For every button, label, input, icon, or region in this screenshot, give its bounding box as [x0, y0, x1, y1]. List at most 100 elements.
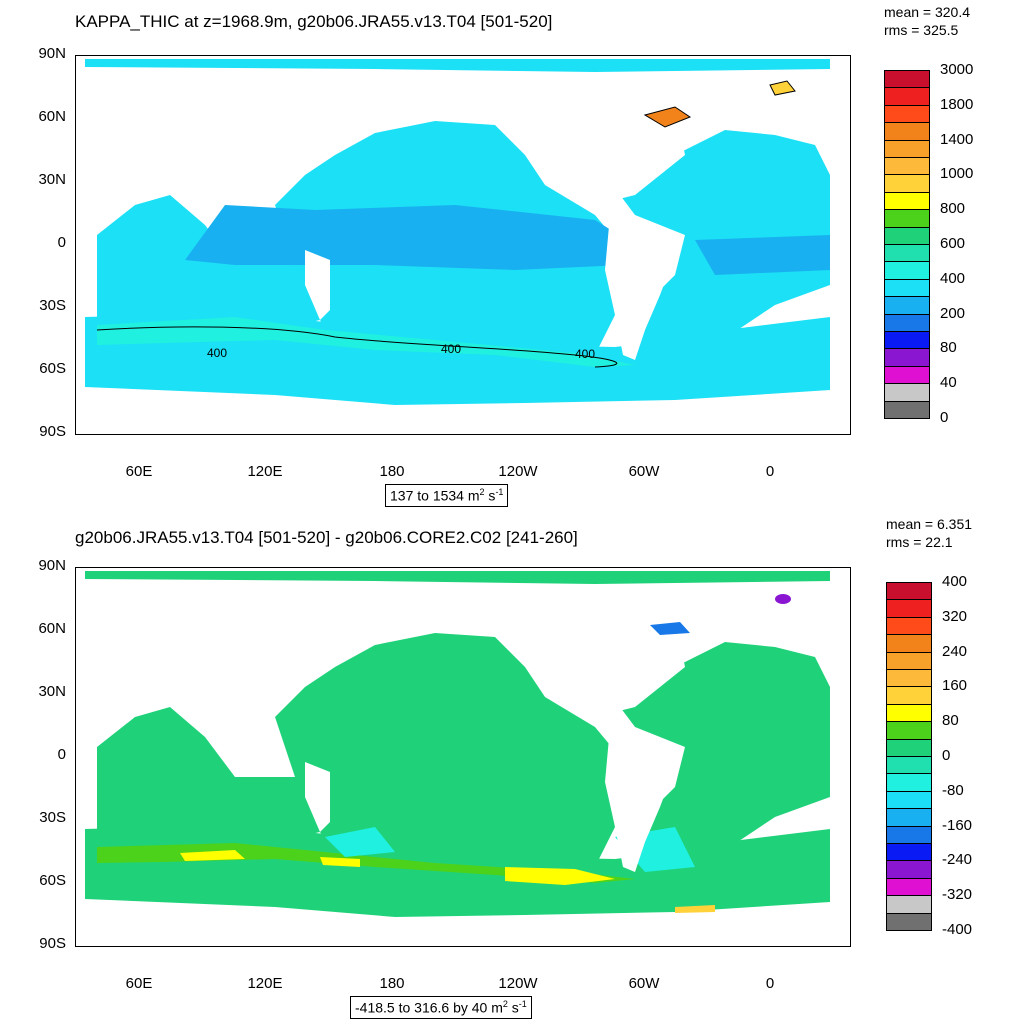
colorbar-label: 240 — [942, 642, 968, 660]
colorbar-swatch — [884, 365, 930, 385]
bottom-mean: mean = 6.351 — [886, 516, 973, 532]
colorbar-swatch — [886, 808, 932, 827]
bottom-africa — [75, 617, 115, 757]
bottom-atlantic-hotspot — [675, 905, 715, 913]
bottom-arctic-ocean — [85, 571, 830, 584]
colorbar-swatch — [886, 843, 932, 862]
bottom-lat-label: 90N — [38, 557, 66, 574]
bottom-lon-label: 120W — [498, 975, 538, 992]
colorbar-swatch — [884, 278, 930, 298]
colorbar-swatch — [884, 348, 930, 367]
colorbar-swatch — [884, 104, 930, 124]
bottom-range-units-mid: s — [507, 999, 519, 1016]
top-range-text: 137 to 1534 — [390, 487, 464, 504]
top-antarctic-circumpolar-band — [97, 317, 635, 367]
colorbar-swatch — [886, 895, 932, 914]
bottom-lat-label: 90S — [39, 935, 66, 952]
top-lat-label: 60S — [39, 360, 66, 377]
bottom-australia — [305, 762, 330, 832]
bottom-rms: rms = 22.1 — [886, 534, 953, 550]
colorbar-swatch — [884, 226, 930, 245]
colorbar-label: -80 — [942, 781, 964, 799]
bottom-lon-label: 180 — [379, 975, 405, 992]
top-south-america — [605, 215, 675, 360]
bottom-map-frame — [75, 567, 851, 947]
colorbar-label: 1400 — [940, 130, 974, 148]
colorbar-swatch — [886, 651, 932, 670]
top-range-units: m — [467, 487, 480, 504]
bottom-panel-title: g20b06.JRA55.v13.T04 [501-520] - g20b06.… — [75, 528, 578, 547]
colorbar-swatch — [884, 122, 930, 141]
bottom-lon-label: 60E — [125, 975, 153, 992]
bottom-south-america — [605, 727, 675, 872]
bottom-lon-label: 60W — [628, 975, 660, 992]
bottom-lon-label: 120E — [247, 975, 283, 992]
colorbar-label: -320 — [942, 886, 973, 904]
top-panel: KAPPA_THIC at z=1968.9m, g20b06.JRA55.v1… — [38, 4, 974, 507]
bottom-south-pacific-cyan — [325, 827, 395, 857]
colorbar-label: 160 — [942, 677, 968, 695]
colorbar-swatch — [884, 331, 930, 350]
top-contour-label-3: 400 — [575, 347, 595, 361]
top-lat-label: 30S — [39, 297, 66, 314]
bottom-lat-label: 30N — [38, 683, 66, 700]
colorbar-swatch — [884, 296, 930, 315]
colorbar-swatch — [884, 191, 930, 211]
colorbar-label: 80 — [940, 339, 957, 357]
top-contour-400 — [96, 326, 618, 368]
top-nordic-hotspot — [769, 80, 796, 96]
colorbar-label: 200 — [940, 304, 966, 322]
colorbar-swatch — [886, 582, 932, 601]
bottom-lon-label: 0 — [765, 975, 775, 992]
bottom-colorbar — [886, 582, 932, 931]
top-map-frame — [75, 55, 851, 435]
top-rms: rms = 325.5 — [884, 22, 959, 38]
bottom-indian-hotspot — [180, 850, 245, 861]
bottom-southern-hotspot — [505, 867, 615, 885]
colorbar-swatch — [884, 87, 930, 106]
top-lon-label: 180 — [379, 463, 405, 480]
top-lon-label: 120E — [247, 463, 283, 480]
bottom-greenland-blue — [650, 622, 690, 635]
bottom-range-units-exp2: -1 — [518, 999, 527, 1009]
colorbar-label: 320 — [942, 607, 968, 625]
colorbar-swatch — [886, 756, 932, 775]
colorbar-swatch — [886, 721, 932, 740]
top-map: 400 400 400 — [75, 55, 851, 435]
colorbar-swatch — [884, 383, 930, 402]
colorbar-label: 80 — [942, 712, 959, 730]
bottom-asia — [145, 607, 285, 712]
top-lat-label: 30N — [38, 171, 66, 188]
top-australia — [305, 250, 330, 320]
bottom-range-units-exp1: 2 — [502, 999, 508, 1009]
top-lat-label: 90N — [38, 45, 66, 62]
bottom-atlantic-ocean — [620, 642, 830, 887]
bottom-panel: g20b06.JRA55.v13.T04 [501-520] - g20b06.… — [0, 512, 1024, 1024]
top-arctic-ocean — [85, 59, 830, 72]
colorbar-label: -400 — [942, 921, 973, 938]
colorbar-label: 800 — [940, 200, 966, 218]
colorbar-swatch — [886, 703, 932, 723]
bottom-north-america — [525, 607, 685, 717]
colorbar-swatch — [884, 400, 930, 419]
colorbar-label: 0 — [942, 747, 951, 764]
top-equatorial-band — [185, 205, 635, 270]
bottom-range-box: -418.5 to 316.6 by 40 m2 s-1 — [350, 996, 532, 1019]
colorbar-swatch — [884, 174, 930, 193]
top-greenland-hotspot — [643, 106, 692, 128]
bottom-lat-label: 60N — [38, 620, 66, 637]
colorbar-swatch — [884, 157, 930, 176]
top-range-box: 137 to 1534 m2 s-1 — [385, 484, 509, 507]
top-lat-label: 0 — [57, 234, 66, 251]
colorbar-label: 1000 — [940, 165, 974, 183]
top-lon-label: 120W — [498, 463, 538, 480]
bottom-range-units: m — [491, 999, 503, 1016]
colorbar-label: -160 — [942, 816, 973, 834]
colorbar-swatch — [886, 616, 932, 636]
colorbar-swatch — [886, 912, 932, 931]
colorbar-swatch — [886, 634, 932, 653]
colorbar-swatch — [886, 738, 932, 757]
top-range-units-exp1: 2 — [479, 487, 485, 497]
top-atlantic-band — [695, 235, 830, 275]
colorbar-label: -240 — [942, 851, 973, 869]
